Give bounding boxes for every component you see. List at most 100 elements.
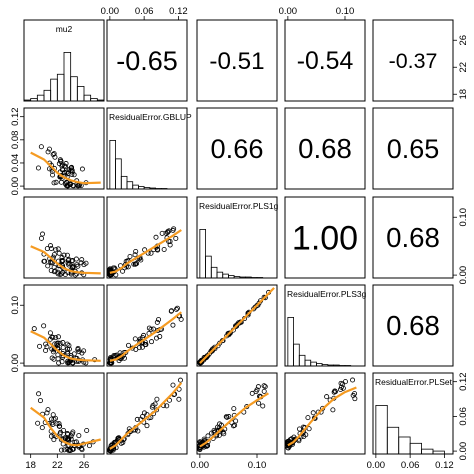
histogram-bar [398, 436, 411, 455]
scatter-point [338, 384, 344, 390]
scatter-point [163, 230, 169, 236]
scatter-point [62, 436, 68, 442]
scatter-point [150, 326, 156, 332]
scatter-point [262, 384, 268, 390]
scatter-point [134, 260, 140, 266]
scatter-point [55, 271, 61, 277]
variable-label: ResidualError.PLSet [375, 377, 453, 387]
correlation-value: 1.00 [292, 219, 358, 257]
tick-label: 18 [25, 460, 36, 471]
correlation-value: 0.68 [386, 310, 440, 341]
scatter-point [45, 263, 51, 269]
histogram-bar [222, 273, 229, 279]
scatter-point [48, 243, 54, 249]
scatter-point [154, 335, 160, 341]
scatter-point [73, 439, 79, 445]
scatter-point [224, 414, 230, 420]
scatter-point [206, 351, 212, 357]
scatter-point [86, 443, 92, 449]
scatter-point [66, 360, 72, 366]
smoother-line [287, 386, 357, 447]
scatter-point [330, 407, 336, 413]
scatter-point [132, 252, 138, 258]
panel-frame [196, 19, 278, 102]
scatter-point [125, 342, 131, 348]
scatter-point [58, 447, 64, 453]
scatter-point [71, 183, 77, 189]
scatter-point [256, 400, 262, 406]
smoother-line [30, 406, 101, 447]
scatter-point [45, 407, 51, 413]
histogram-bar [126, 181, 134, 190]
scatter-point [170, 227, 176, 233]
scatter-point [59, 359, 65, 365]
tick-label: 0.00 [10, 177, 21, 196]
scatter-point [35, 165, 41, 171]
tick-label: 0.12 [435, 460, 454, 471]
scatter-point [69, 258, 75, 264]
scatter-point [50, 172, 56, 178]
scatter-point [36, 391, 42, 397]
scatter-point [170, 382, 176, 388]
histogram-bar [233, 276, 241, 279]
scatter-point [118, 440, 124, 446]
scatter-point [64, 252, 70, 258]
tick-label: 0.00 [10, 354, 21, 373]
scatter-point [48, 433, 54, 439]
histogram-bar [228, 275, 235, 279]
tick-label: 0.00 [458, 266, 469, 285]
scatter-point [261, 388, 267, 394]
smoother-line [109, 311, 182, 362]
scatter-point [177, 377, 183, 383]
scatter-point [154, 407, 160, 413]
scatter-point [133, 261, 139, 267]
scatter-point [306, 426, 312, 432]
scatter-point [170, 322, 176, 328]
histogram-bar [30, 98, 38, 102]
panel-frame [106, 196, 188, 279]
scatter-point [43, 348, 49, 354]
scatter-point [231, 406, 237, 412]
scatter-point [256, 300, 262, 306]
panel-frame [372, 107, 454, 190]
histogram-bar [70, 76, 78, 102]
scatter-point [51, 416, 57, 422]
scatter-point [75, 183, 81, 189]
panel-frame [196, 107, 278, 190]
smoother-line [30, 330, 101, 362]
scatter-point [79, 257, 85, 263]
correlation-value: -0.37 [389, 49, 438, 73]
histogram-bar [287, 316, 294, 367]
scatter-point [42, 258, 48, 264]
tick-label: 0.06 [458, 407, 469, 426]
scatter-point [71, 263, 77, 269]
histogram-bar [205, 255, 212, 279]
scatter-point [150, 403, 156, 409]
tick-label: 0.00 [458, 442, 469, 461]
scatter-point [78, 446, 84, 452]
scatter-point [66, 167, 72, 173]
scatter-point [324, 394, 330, 400]
scatter-point [45, 149, 51, 155]
scatter-point [161, 246, 167, 252]
scatter-point [197, 447, 203, 453]
scatter-point [154, 319, 160, 325]
tick-label: 0.12 [169, 6, 188, 17]
scatter-point [332, 389, 338, 395]
scatter-point [56, 360, 62, 366]
panel-frame [106, 284, 188, 367]
scatter-point [64, 183, 70, 189]
scatter-point [127, 253, 133, 259]
scatter-point [55, 334, 61, 340]
panel-frame [372, 284, 454, 367]
tick-label: 0.00 [367, 460, 386, 471]
scatter-point [107, 266, 113, 272]
histogram-bar [432, 450, 445, 455]
variable-label: ResidualError.GBLUP [109, 112, 192, 122]
scatter-point [53, 247, 59, 253]
scatter-point [153, 234, 159, 240]
scatter-point [198, 359, 204, 365]
histogram-bar [50, 78, 58, 102]
scatter-point [48, 268, 54, 274]
scatter-point [35, 420, 41, 426]
